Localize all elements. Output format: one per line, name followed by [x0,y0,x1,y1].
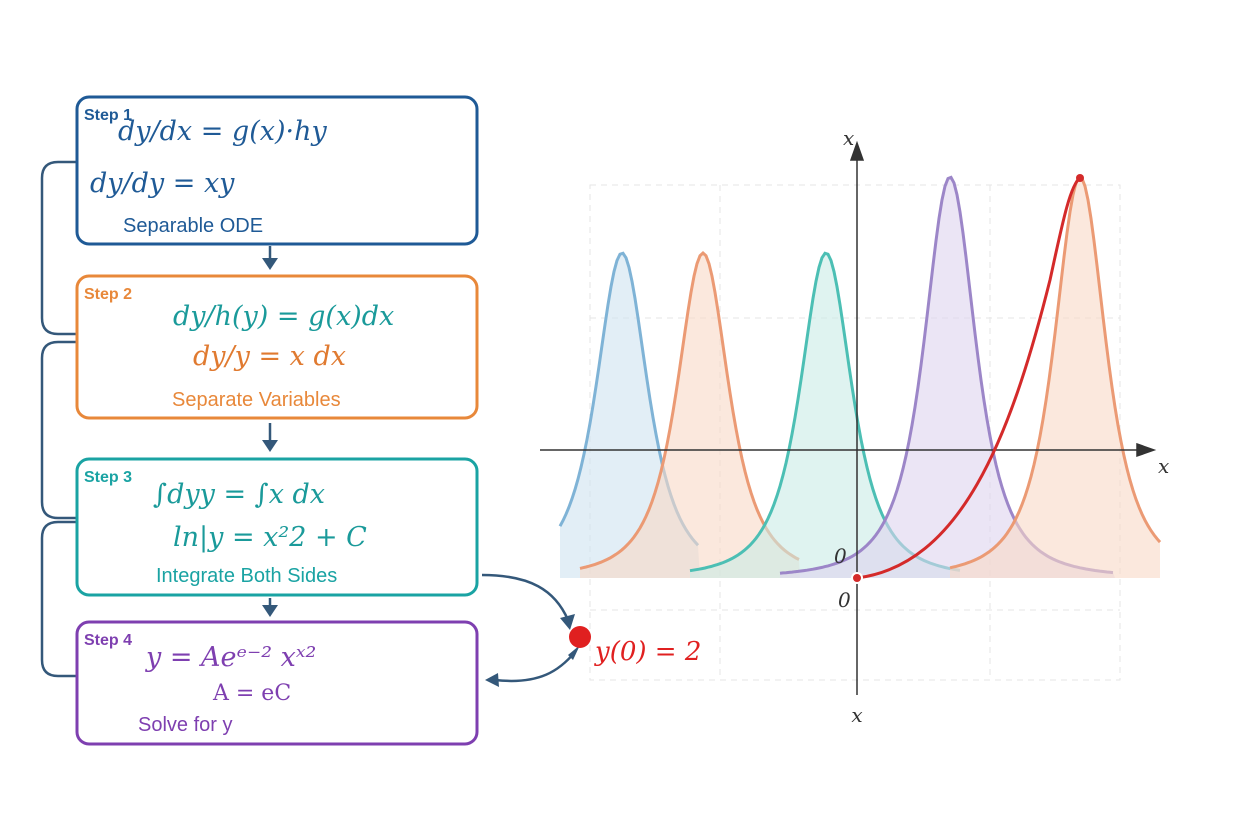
axes [540,140,1157,695]
step-caption: Solve for y [138,714,232,736]
bottom-label: x [851,703,862,727]
step-caption: Separate Variables [172,389,341,411]
initial-point [569,626,591,648]
bell-curve [949,175,1162,570]
step-box [75,274,479,420]
y-axis-label: x [843,126,854,150]
equation: ln|y = x²2 + C [173,522,367,553]
step-box [75,457,479,597]
equation: dy/y = x dx [193,341,346,372]
step-label: Step 4 [84,632,132,649]
equation: dy/dy = xy [90,168,235,199]
curves [558,175,1162,579]
origin-label: 0 [838,588,851,612]
origin-label: 0 [834,544,847,568]
bell-curve [579,250,800,570]
initial-condition: y(0) = 2 [594,637,701,667]
equation: A = eC [212,681,291,706]
equation: dy/h(y) = g(x)dx [173,301,394,332]
step-box [75,620,479,746]
bell-fill [690,253,960,579]
bell-fill [780,177,1115,578]
origin-point [851,572,863,584]
steps: Step 1dy/dx = g(x)·hy dy/dy = xy Separable… [75,95,479,746]
equation: dy/dx = g(x)·hy [118,116,327,147]
x-axis-label: x [1158,454,1169,478]
step-label: Step 2 [84,286,132,303]
solution-curve [856,176,1082,580]
step-label: Step 3 [84,469,132,486]
step-label: Step 1 [84,107,132,124]
step-box [75,95,479,246]
step-caption: Integrate Both Sides [156,565,337,587]
end-point [1076,174,1084,182]
step-caption: Separable ODE [123,215,263,237]
bell-fill [580,253,800,578]
equation: ∫dyy = ∫x dx [153,479,325,510]
bell-fill [950,177,1160,578]
equation: y = Aeᵉ⁻² xˣ² [145,642,316,673]
